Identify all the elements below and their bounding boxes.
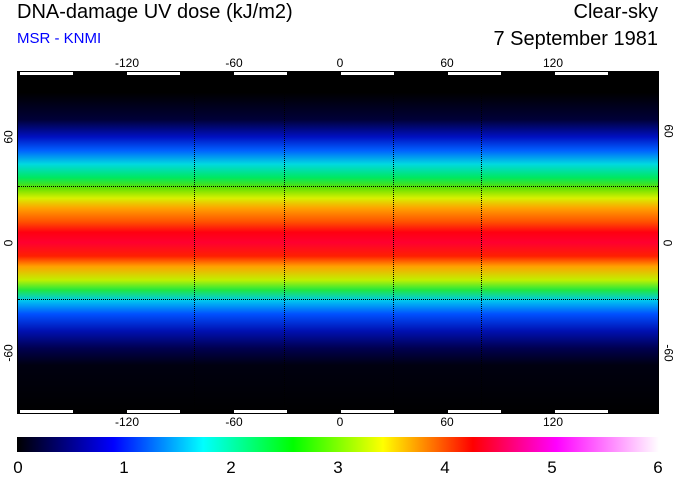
lon-label-top: 0 [336, 56, 344, 70]
colorbar-label: 2 [226, 458, 236, 477]
lon-label-bottom: 60 [440, 415, 454, 429]
edge-tick [341, 72, 394, 75]
gridline [284, 72, 285, 413]
edge-tick [127, 72, 180, 75]
uv-dose-map [17, 71, 659, 414]
condition-label: Clear-sky [573, 1, 658, 23]
gridline [393, 72, 394, 413]
lat-label-left: 0 [1, 239, 16, 247]
lon-label-bottom: -60 [225, 415, 243, 429]
edge-tick [448, 410, 501, 413]
lon-label-top: 120 [542, 56, 564, 70]
edge-tick [448, 72, 501, 75]
lon-label-bottom: 0 [336, 415, 344, 429]
lon-label-top: -60 [225, 56, 243, 70]
lon-label-bottom: 120 [542, 415, 564, 429]
edge-tick [234, 410, 287, 413]
edge-tick [341, 410, 394, 413]
lat-label-left: -60 [1, 344, 16, 362]
colorbar-label: 1 [119, 458, 129, 477]
lon-label-top: -120 [114, 56, 140, 70]
colorbar-label: 3 [333, 458, 343, 477]
date-label: 7 September 1981 [493, 28, 658, 50]
lon-label-bottom: -120 [114, 415, 140, 429]
edge-tick [234, 72, 287, 75]
colorbar-label: 0 [13, 458, 23, 477]
gridline [18, 186, 658, 187]
colorbar-label: 5 [547, 458, 557, 477]
gridline [194, 72, 195, 413]
edge-tick [127, 410, 180, 413]
gridline [18, 299, 658, 300]
chart-title: DNA-damage UV dose (kJ/m2) [17, 1, 293, 23]
colorbar [17, 437, 659, 452]
lat-label-left: 60 [1, 130, 16, 144]
edge-tick [20, 72, 73, 75]
colorbar-label: 6 [653, 458, 663, 477]
gridline [481, 72, 482, 413]
lat-label-right: -60 [661, 344, 676, 362]
lon-label-top: 60 [440, 56, 454, 70]
edge-tick [555, 410, 608, 413]
source-label: MSR - KNMI [17, 30, 102, 47]
edge-tick [555, 72, 608, 75]
colorbar-label: 4 [440, 458, 450, 477]
lat-label-right: 60 [661, 124, 676, 138]
edge-tick [20, 410, 73, 413]
lat-label-right: 0 [660, 239, 675, 247]
